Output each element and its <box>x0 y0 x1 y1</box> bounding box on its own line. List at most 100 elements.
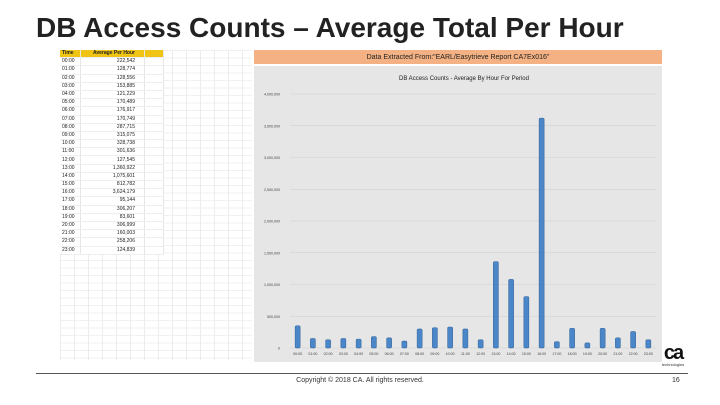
table-row: 11:00 301,636 <box>60 147 164 157</box>
bar-2300 <box>645 339 652 349</box>
table-row: 06:00 176,917 <box>60 106 164 116</box>
table-row: 02:00 128,556 <box>60 74 164 83</box>
chart-title: DB Access Counts - Average By Hour For P… <box>399 76 529 82</box>
cell-blank <box>144 155 164 165</box>
cell-time: 17:00 <box>60 196 81 206</box>
table-row: 10:00 328,738 <box>60 139 164 149</box>
bar-1800 <box>569 328 575 349</box>
cell-blank <box>144 90 164 100</box>
y-tick-label: 0 <box>278 347 280 351</box>
y-tick-label: 2,500,000 <box>264 188 280 192</box>
table-row: 20:00 306,999 <box>60 221 164 231</box>
cell-blank <box>144 131 164 141</box>
x-tick-label: 06:00 <box>385 352 394 356</box>
cell-average: 121,229 <box>80 90 145 100</box>
cell-time: 09:00 <box>60 131 81 141</box>
bar-1500 <box>523 296 530 349</box>
x-tick-label: 20:00 <box>598 352 607 356</box>
cell-blank <box>144 172 164 182</box>
table-row: 21:00 160,003 <box>60 229 164 239</box>
cell-time: 15:00 <box>60 180 81 190</box>
x-tick-label: 08:00 <box>415 352 424 356</box>
table-row: 14:00 1,075,601 <box>60 172 164 182</box>
cell-time: 05:00 <box>60 98 81 108</box>
bar-chart: DB Access Counts - Average By Hour For P… <box>264 76 656 356</box>
table-row: 12:00 127,545 <box>60 155 164 165</box>
cell-average: 315,075 <box>80 131 145 141</box>
cell-time: 06:00 <box>60 106 81 116</box>
cell-blank <box>144 147 164 157</box>
bar-0000 <box>294 325 301 349</box>
x-tick-label: 13:00 <box>491 352 500 356</box>
y-tick-label: 1,500,000 <box>264 251 280 255</box>
cell-average: 124,839 <box>80 246 145 255</box>
cell-blank <box>144 115 164 124</box>
cell-time: 20:00 <box>60 221 81 231</box>
x-tick-label: 11:00 <box>461 352 470 356</box>
bar-1600 <box>538 117 545 349</box>
cell-blank <box>144 57 164 67</box>
bar-1000 <box>447 326 453 349</box>
cell-blank <box>144 229 164 239</box>
cell-average: 128,774 <box>80 65 145 75</box>
cell-average: 306,999 <box>80 221 145 231</box>
table-row: 17:00 95,144 <box>60 196 164 206</box>
cell-average: 1,360,922 <box>80 164 145 173</box>
cell-blank <box>144 180 164 190</box>
table-row: 09:00 315,075 <box>60 131 164 141</box>
header-blank <box>144 50 164 59</box>
x-tick-label: 16:00 <box>537 352 546 356</box>
x-tick-label: 00:00 <box>293 352 302 356</box>
y-tick-label: 3,500,000 <box>264 124 280 128</box>
x-tick-label: 15:00 <box>522 352 531 356</box>
cell-average: 170,749 <box>80 115 145 124</box>
table-row: 01:00 128,774 <box>60 65 164 75</box>
cell-average: 287,715 <box>80 123 145 132</box>
bar-2100 <box>615 337 621 349</box>
bar-1900 <box>584 342 591 349</box>
cell-time: 07:00 <box>60 115 81 124</box>
cell-time: 14:00 <box>60 172 81 182</box>
cell-blank <box>144 205 164 214</box>
table-row: 07:00 170,749 <box>60 115 164 124</box>
cell-average: 83,601 <box>80 213 145 222</box>
y-tick-label: 3,000,000 <box>264 156 280 160</box>
cell-time: 23:00 <box>60 246 81 255</box>
cell-blank <box>144 221 164 231</box>
table-row: 23:00 124,839 <box>60 246 164 255</box>
spreadsheet: Time Average Per Hour 00:00 222,542 01:00 128… <box>60 50 252 360</box>
cell-blank <box>144 82 164 91</box>
cell-blank <box>144 74 164 83</box>
table-row: 19:00 83,601 <box>60 213 164 222</box>
cell-blank <box>144 213 164 222</box>
cell-time: 11:00 <box>60 147 81 157</box>
x-tick-label: 22:00 <box>629 352 638 356</box>
cell-average: 1,075,601 <box>80 172 145 182</box>
table-row: 08:00 287,715 <box>60 123 164 132</box>
x-tick-label: 07:00 <box>400 352 409 356</box>
data-table: Time Average Per Hour 00:00 222,542 01:00 128… <box>60 50 164 255</box>
cell-time: 16:00 <box>60 188 81 198</box>
bar-1700 <box>554 341 560 349</box>
cell-time: 08:00 <box>60 123 81 132</box>
logo-text: technologies <box>661 362 685 367</box>
table-row: 15:00 812,782 <box>60 180 164 190</box>
cell-time: 03:00 <box>60 82 81 91</box>
ca-logo: ca technologies <box>658 343 688 370</box>
cell-time: 18:00 <box>60 205 81 214</box>
banner-separator: : <box>431 53 434 61</box>
table-row: 03:00 153,885 <box>60 82 164 91</box>
cell-blank <box>144 196 164 206</box>
x-tick-label: 01:00 <box>308 352 317 356</box>
table-row: 16:00 3,624,179 <box>60 188 164 198</box>
cell-average: 306,207 <box>80 205 145 214</box>
bar-0700 <box>401 340 408 349</box>
bar-1300 <box>493 261 499 349</box>
x-tick-label: 03:00 <box>339 352 348 356</box>
cell-time: 12:00 <box>60 155 81 165</box>
copyright-text: Copyright © 2018 CA. All rights reserved… <box>296 377 424 384</box>
bar-2200 <box>630 331 636 349</box>
cell-blank <box>144 139 164 149</box>
cell-blank <box>144 237 164 247</box>
cell-average: 153,885 <box>80 82 145 91</box>
